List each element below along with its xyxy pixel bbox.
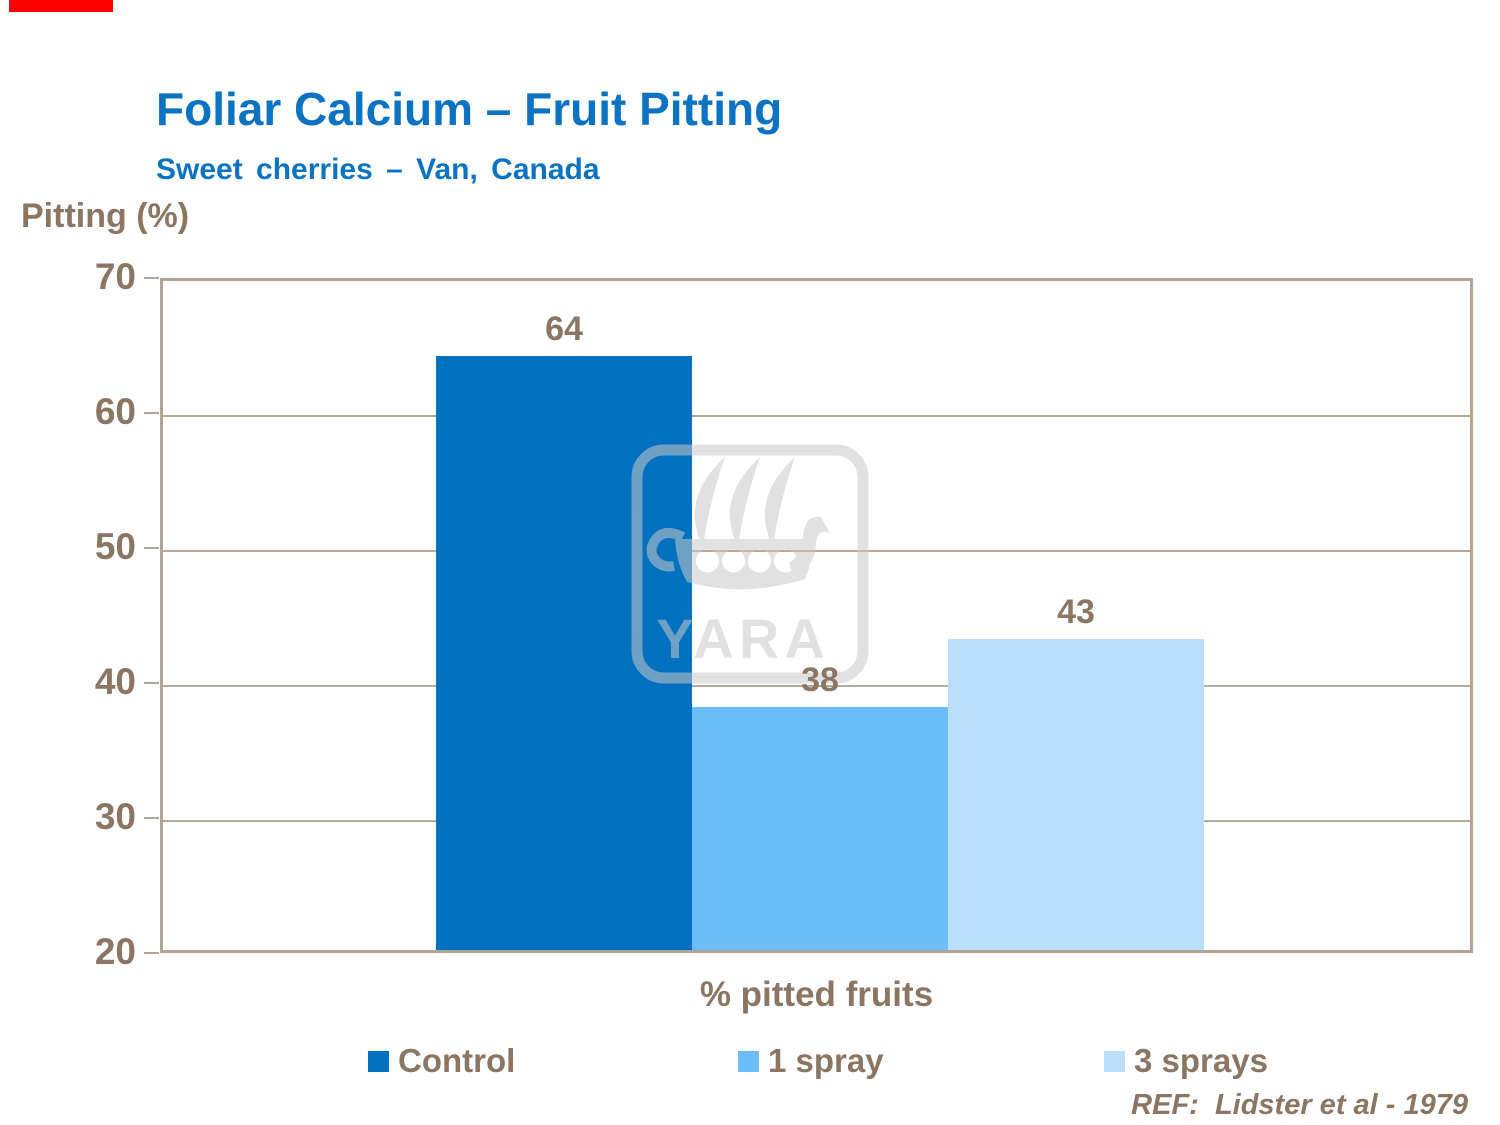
y-tick-mark: [144, 277, 159, 279]
bar-1-spray: [692, 707, 948, 950]
slide-accent-bar: [9, 0, 113, 12]
y-tick-mark: [144, 412, 159, 414]
y-tick-label: 20: [94, 931, 136, 972]
y-tick-label: 70: [94, 256, 136, 297]
y-tick-label: 50: [94, 526, 136, 567]
plot-area: 64 38 43: [160, 278, 1473, 953]
legend-label: Control: [398, 1042, 516, 1079]
title-block: Foliar Calcium – Fruit Pitting Sweet che…: [156, 83, 782, 187]
bar-3-sprays: [948, 639, 1204, 950]
y-axis-title: Pitting (%): [21, 197, 190, 235]
slide-title: Foliar Calcium – Fruit Pitting: [156, 83, 783, 135]
reference-text: REF: Lidster et al - 1979: [1131, 1089, 1468, 1121]
bar-value-label: 43: [1057, 593, 1095, 631]
legend-label: 1 spray: [768, 1042, 884, 1079]
y-tick-mark: [144, 682, 159, 684]
y-tick-label: 30: [94, 796, 136, 837]
y-tick-mark: [144, 952, 159, 954]
bar-value-label: 64: [545, 310, 583, 348]
legend-swatch-icon: [368, 1050, 389, 1072]
legend-entry-1-spray: 1 spray: [738, 1042, 884, 1079]
legend-swatch-icon: [738, 1050, 759, 1072]
legend-swatch-icon: [1104, 1050, 1125, 1072]
bar-value-label: 38: [801, 661, 839, 699]
legend-label: 3 sprays: [1134, 1042, 1268, 1079]
y-tick-label: 40: [94, 661, 136, 702]
x-axis-title: % pitted fruits: [699, 975, 934, 1014]
bar-control: [436, 356, 692, 950]
legend-entry-3-sprays: 3 sprays: [1104, 1042, 1268, 1079]
slide-subtitle: Sweet cherries – Van, Canada: [156, 152, 600, 186]
gridline: [163, 550, 1470, 552]
y-tick-mark: [144, 547, 159, 549]
y-tick-label: 60: [94, 391, 136, 432]
y-tick-mark: [144, 817, 159, 819]
gridline: [163, 685, 1470, 687]
legend-entry-control: Control: [368, 1042, 516, 1079]
gridline: [163, 415, 1470, 417]
